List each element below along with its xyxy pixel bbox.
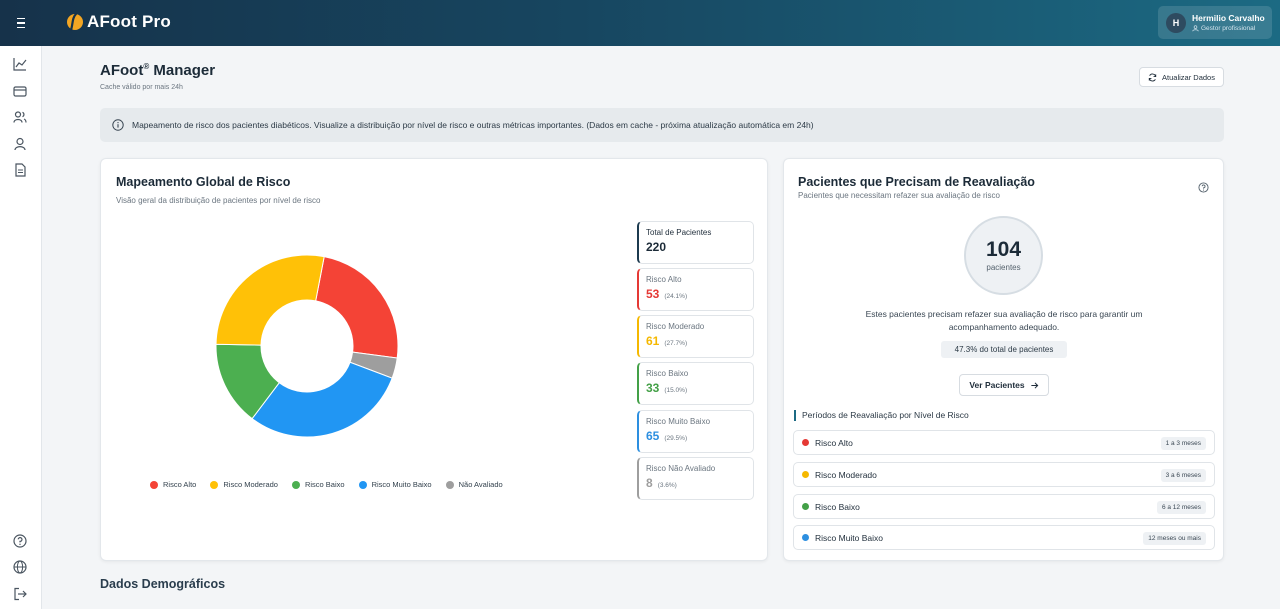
arrow-right-icon: [1030, 381, 1038, 389]
user-menu[interactable]: H Hermilio Carvalho Gestor profissional: [1158, 6, 1272, 39]
reevaluation-title: Pacientes que Precisam de Reavaliação: [798, 175, 1035, 189]
brand-name: AFoot Pro: [87, 12, 171, 31]
period-row-risco-baixo: Risco Baixo 6 a 12 meses: [793, 494, 1215, 519]
top-bar: AFoot Pro H Hermilio Carvalho Gestor pro…: [0, 0, 1280, 46]
users-icon[interactable]: [13, 110, 27, 124]
risk-map-title: Mapeamento Global de Risco: [116, 175, 291, 189]
info-icon: [112, 119, 124, 131]
help-icon[interactable]: [1198, 182, 1209, 193]
avatar: H: [1166, 12, 1186, 33]
document-icon[interactable]: [13, 163, 27, 177]
legend-item-nao-avaliado[interactable]: Não Avaliado: [445, 480, 503, 489]
stat-risco-alto: Risco Alto 53 (24.1%): [637, 268, 754, 311]
risk-donut-chart: [215, 254, 399, 438]
user-role-icon: [1192, 25, 1199, 32]
menu-icon[interactable]: [12, 14, 30, 32]
reevaluation-card: Pacientes que Precisam de Reavaliação Pa…: [783, 158, 1224, 561]
periods-title: Períodos de Reavaliação por Nível de Ris…: [794, 410, 969, 421]
user-icon[interactable]: [13, 137, 27, 151]
risk-map-subtitle: Visão geral da distribuição de pacientes…: [116, 196, 321, 205]
legend-item-risco-baixo[interactable]: Risco Baixo: [291, 480, 345, 489]
period-badge: 1 a 3 meses: [1160, 437, 1206, 450]
view-patients-button[interactable]: Ver Pacientes: [959, 374, 1049, 396]
chart-legend: Risco Alto Risco Moderado Risco Baixo Ri…: [150, 480, 503, 489]
logout-icon[interactable]: [13, 587, 27, 601]
app-logo[interactable]: AFoot Pro: [66, 11, 171, 33]
reevaluation-count-circle: 104 pacientes: [964, 216, 1043, 295]
period-badge: 3 a 6 meses: [1160, 469, 1206, 482]
reevaluation-count: 104: [985, 238, 1022, 261]
period-badge: 12 meses ou mais: [1143, 532, 1206, 545]
reevaluation-subtitle: Pacientes que necessitam refazer sua ava…: [798, 191, 1000, 200]
info-text: Mapeamento de risco dos pacientes diabét…: [132, 120, 814, 130]
demographics-title: Dados Demográficos: [100, 577, 226, 591]
chart-line-icon[interactable]: [13, 57, 27, 71]
refresh-icon: [1148, 73, 1157, 81]
user-name: Hermilio Carvalho: [1192, 13, 1265, 23]
reevaluation-count-label: pacientes: [986, 263, 1021, 272]
foot-logo-icon: [67, 12, 83, 32]
legend-item-risco-muito-baixo[interactable]: Risco Muito Baixo: [358, 480, 432, 489]
period-row-risco-moderado: Risco Moderado 3 a 6 meses: [793, 462, 1215, 487]
refresh-button[interactable]: Atualizar Dados: [1139, 67, 1224, 87]
legend-item-risco-moderado[interactable]: Risco Moderado: [210, 480, 278, 489]
cache-status: Cache válido por mais 24h: [100, 84, 183, 91]
stat-risco-nao-avaliado: Risco Não Avaliado 8 (3.6%): [637, 457, 754, 500]
stat-risco-baixo: Risco Baixo 33 (15.0%): [637, 362, 754, 405]
stat-risco-moderado: Risco Moderado 61 (27.7%): [637, 315, 754, 358]
stat-risco-muito-baixo: Risco Muito Baixo 65 (29.5%): [637, 410, 754, 453]
stat-total-patients: Total de Pacientes 220: [637, 221, 754, 264]
period-badge: 6 a 12 meses: [1156, 501, 1206, 514]
info-banner: Mapeamento de risco dos pacientes diabét…: [100, 108, 1224, 142]
sidebar: [0, 46, 42, 609]
refresh-label: Atualizar Dados: [1162, 72, 1215, 82]
reevaluation-pct-badge: 47.3% do total de pacientes: [941, 341, 1067, 358]
donut-slice-risco-alto[interactable]: [315, 256, 399, 359]
page-title: AFoot® Manager: [100, 62, 216, 79]
globe-icon[interactable]: [13, 560, 27, 574]
card-icon[interactable]: [13, 84, 27, 98]
reevaluation-description: Estes pacientes precisam refazer sua ava…: [865, 309, 1143, 332]
risk-map-card: Mapeamento Global de Risco Visão geral d…: [100, 158, 768, 561]
period-row-risco-muito-baixo: Risco Muito Baixo 12 meses ou mais: [793, 525, 1215, 550]
legend-item-risco-alto[interactable]: Risco Alto: [150, 480, 196, 489]
donut-slice-risco-muito-baixo[interactable]: [251, 361, 393, 438]
period-row-risco-alto: Risco Alto 1 a 3 meses: [793, 430, 1215, 455]
user-role: Gestor profissional: [1201, 25, 1256, 32]
help-icon[interactable]: [13, 534, 27, 548]
donut-slice-risco-moderado[interactable]: [215, 254, 325, 346]
